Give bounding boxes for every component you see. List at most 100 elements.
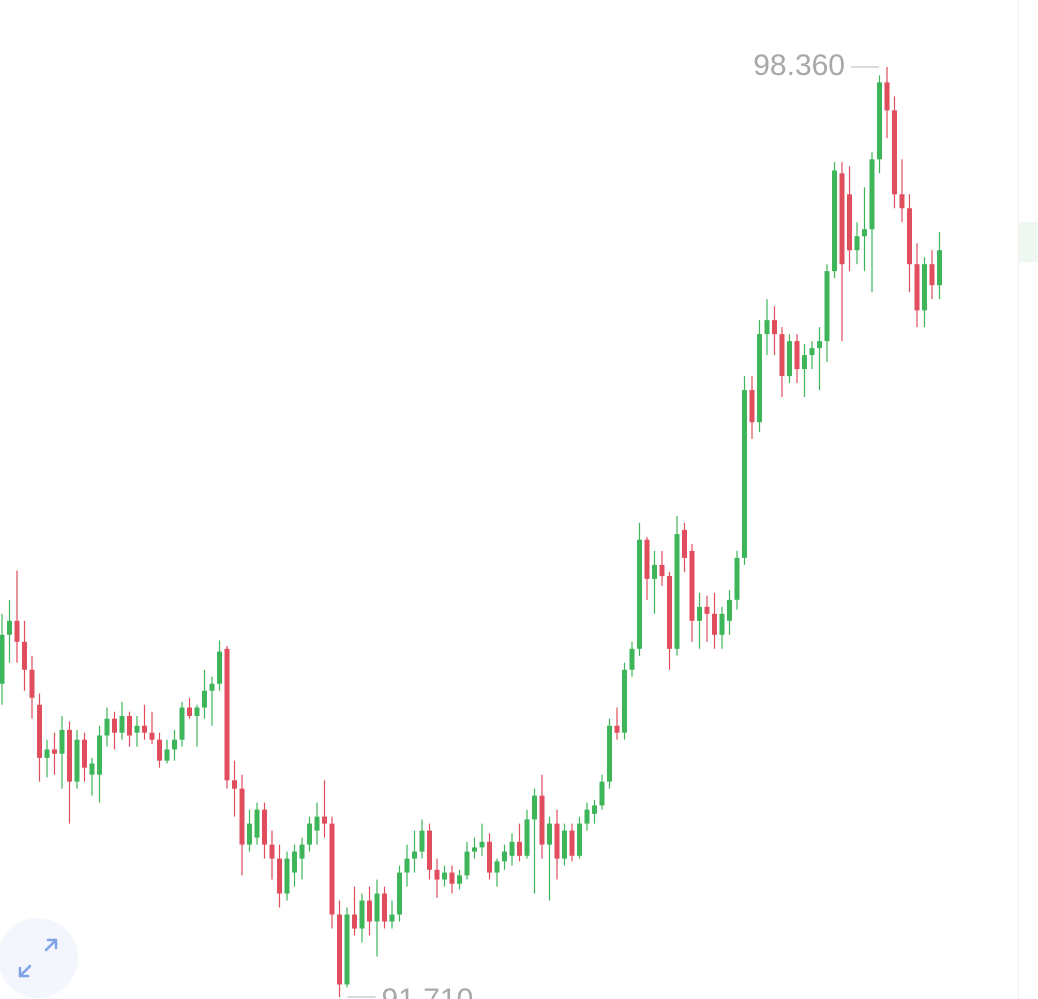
candle-body (629, 648, 635, 670)
candle-body (674, 534, 680, 649)
candle-body (899, 194, 905, 209)
candle-body (839, 173, 845, 265)
candle-body (179, 707, 185, 740)
candle-body (442, 872, 447, 880)
candle-body (247, 823, 252, 845)
candle-body (397, 872, 402, 915)
candle-body (97, 735, 102, 775)
candle-body (224, 648, 230, 781)
max-label: 98.360 (753, 49, 845, 82)
candle-body (232, 780, 237, 789)
candle-body (869, 159, 875, 230)
candle-body (704, 606, 710, 614)
candle-body (382, 893, 387, 922)
candle-body (682, 529, 687, 558)
candle-body (487, 841, 492, 873)
candle-body (539, 795, 545, 845)
candle-body (149, 732, 155, 740)
candle-body (697, 606, 702, 621)
candle-body (89, 763, 95, 775)
expand-button[interactable] (0, 918, 78, 998)
candle-body (637, 539, 642, 649)
candle-body (937, 250, 942, 286)
candle-body (44, 749, 50, 758)
candle-body (719, 613, 725, 635)
candle-body (187, 707, 192, 716)
candle-body (0, 634, 5, 684)
candle-body (127, 715, 132, 736)
candle-body (464, 851, 470, 876)
candle-body (292, 851, 297, 873)
candle-body (239, 788, 245, 845)
candle-body (164, 749, 170, 761)
min-label: 91.710 (382, 983, 474, 999)
candle-body (809, 348, 815, 356)
candle-body (277, 858, 282, 894)
candle-body (404, 858, 410, 873)
candle-body (457, 875, 462, 884)
candle-body (599, 781, 605, 806)
candle-body (472, 847, 477, 852)
candle-body (929, 264, 935, 286)
candle-body (434, 869, 440, 880)
candle-body (502, 851, 507, 862)
candle-body (914, 264, 920, 311)
candle-body (307, 823, 312, 845)
candle-body (547, 823, 552, 845)
labels: 98.360 91.710 (347, 49, 879, 999)
candle-body (659, 564, 665, 577)
candle-body (794, 341, 800, 370)
candle-body (7, 620, 12, 635)
candle-body (59, 729, 65, 754)
candle-body (217, 651, 222, 684)
candle-body (329, 823, 335, 915)
candle-body (749, 390, 755, 423)
candle-body (367, 900, 372, 922)
candle-body (554, 823, 560, 859)
candle-body (862, 229, 867, 237)
candle-body (104, 718, 110, 736)
candle-body (29, 669, 35, 698)
candle-body (449, 872, 455, 884)
candle-body (727, 599, 732, 621)
candle-body (757, 334, 762, 423)
candle-body (854, 236, 860, 251)
candle-body (254, 809, 260, 838)
candle-body (344, 914, 350, 985)
candle-body (877, 82, 882, 160)
candle-body (172, 739, 177, 750)
candle-body (892, 110, 897, 195)
candle-body (532, 795, 537, 820)
candle-body (712, 613, 717, 635)
candle-body (584, 809, 590, 824)
candle-body (202, 690, 207, 708)
candle-body (14, 620, 20, 642)
candle-body (37, 704, 42, 758)
candle-body (884, 82, 890, 111)
candle-body (689, 550, 695, 621)
candle-body (667, 576, 672, 649)
candle-body (352, 914, 357, 929)
candle-body (644, 539, 650, 579)
candle-body (517, 841, 522, 856)
candle-body (374, 893, 380, 922)
candle-body (764, 320, 770, 335)
candle-body (907, 208, 912, 265)
candle-body (419, 830, 425, 852)
candle-body (622, 669, 627, 733)
candle-body (194, 707, 200, 716)
candle-body (337, 914, 342, 985)
candle-body (734, 557, 740, 600)
candle-body (134, 725, 140, 733)
candle-body (209, 683, 215, 691)
candle-body (359, 900, 365, 929)
candles (0, 66, 942, 998)
candle-body (22, 641, 27, 670)
candle-body (389, 914, 395, 922)
candle-body (119, 715, 125, 733)
candle-body (524, 819, 530, 856)
candle-body (427, 830, 432, 870)
candle-body (652, 564, 657, 579)
candle-body (509, 841, 515, 856)
